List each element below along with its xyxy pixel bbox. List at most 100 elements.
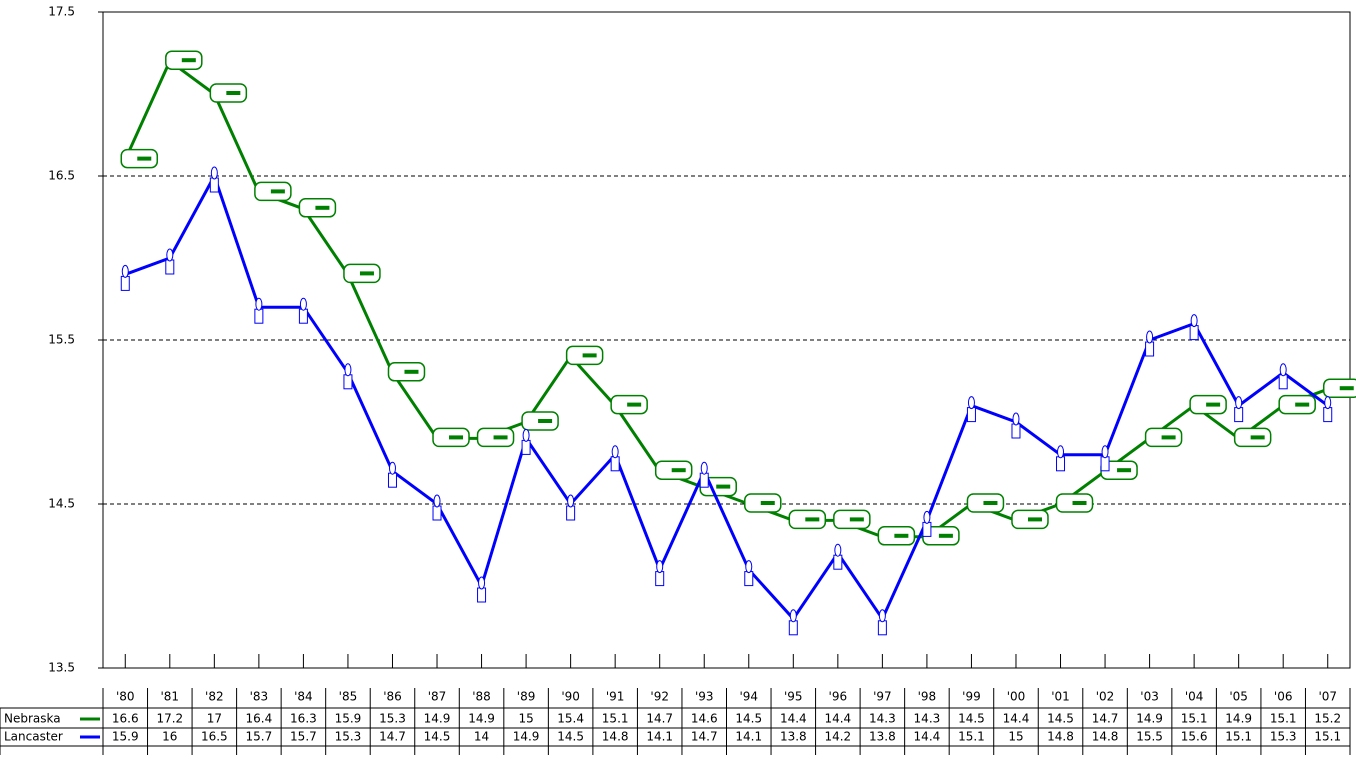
table-value: 14.8: [1047, 730, 1074, 744]
marker: [1056, 445, 1066, 472]
x-tick-label: '90: [561, 690, 580, 704]
marker-flag: [1250, 435, 1265, 440]
marker-flame: [121, 264, 129, 278]
marker: [432, 427, 470, 448]
x-tick-label: '01: [1051, 690, 1070, 704]
marker-flame: [1146, 330, 1154, 344]
marker-flame: [700, 461, 708, 475]
marker: [1322, 378, 1356, 398]
marker-flame: [1324, 396, 1332, 410]
marker: [209, 166, 219, 193]
x-tick-label: '04: [1185, 690, 1204, 704]
marker-flag: [270, 189, 285, 194]
x-tick-label: '89: [517, 690, 536, 704]
marker-body: [1100, 456, 1110, 472]
marker-body: [298, 308, 308, 324]
marker-flag: [359, 271, 374, 276]
table-value: 15.1: [602, 712, 629, 726]
x-tick-label: '94: [739, 690, 758, 704]
marker-body: [922, 521, 932, 537]
y-tick-label: 16.5: [48, 169, 75, 183]
x-tick-label: '88: [472, 690, 491, 704]
marker-body: [655, 571, 665, 587]
marker: [165, 248, 175, 275]
marker-flag: [938, 533, 953, 538]
marker-flag: [983, 501, 998, 505]
marker: [1278, 363, 1288, 390]
table-value: 15: [518, 712, 533, 726]
marker-body: [521, 439, 531, 455]
table-value: 14.1: [646, 730, 673, 744]
table-value: 13.8: [869, 730, 896, 744]
marker-flag: [671, 468, 686, 473]
series-line: [123, 58, 1329, 539]
marker-flame: [1057, 445, 1065, 459]
marker: [699, 461, 709, 488]
table-value: 14.5: [557, 730, 584, 744]
table-value: 15.2: [1314, 712, 1341, 726]
marker-flame: [611, 445, 619, 459]
table-value: 14.8: [602, 730, 629, 744]
marker: [209, 83, 248, 103]
table-value: 15.6: [1181, 730, 1208, 744]
marker-body: [1145, 341, 1155, 357]
y-tick-label: 14.5: [48, 497, 75, 511]
table-value: 14.4: [780, 712, 807, 726]
x-tick-label: '81: [161, 690, 180, 704]
marker: [1144, 427, 1183, 448]
table-value: 14.4: [824, 712, 851, 726]
marker-flame: [1101, 445, 1109, 459]
x-tick-label: '92: [650, 690, 669, 704]
table-value: 14.4: [1003, 712, 1030, 726]
marker: [744, 493, 782, 513]
table-value: 17: [207, 712, 222, 726]
table-value: 16.3: [290, 712, 317, 726]
marker: [744, 560, 754, 587]
marker: [1278, 394, 1316, 415]
table-value: 16: [162, 730, 177, 744]
table-value: 15.1: [958, 730, 985, 744]
marker-flag: [315, 205, 330, 210]
marker: [833, 543, 843, 570]
marker-body: [877, 620, 887, 636]
marker: [254, 181, 292, 202]
marker: [298, 297, 308, 324]
marker-body: [1234, 407, 1244, 423]
marker: [788, 509, 827, 530]
marker-flag: [1206, 402, 1221, 407]
table-value: 14.1: [735, 730, 762, 744]
marker-flag: [627, 402, 642, 407]
marker: [254, 297, 264, 324]
x-tick-label: '99: [962, 690, 981, 704]
table-value: 15.9: [112, 730, 139, 744]
marker-flame: [478, 576, 486, 590]
x-tick-label: '07: [1318, 690, 1337, 704]
table-value: 14.4: [914, 730, 941, 744]
marker-flame: [1235, 396, 1243, 410]
marker-body: [1011, 423, 1021, 439]
marker: [521, 428, 531, 455]
marker-body: [343, 374, 353, 390]
table-value: 16.5: [201, 730, 228, 744]
marker-body: [165, 259, 175, 275]
marker: [1189, 314, 1199, 341]
marker-flame: [166, 248, 174, 262]
marker-flame: [1190, 314, 1198, 328]
marker-body: [477, 587, 487, 603]
marker: [521, 411, 559, 431]
marker: [387, 362, 426, 382]
marker-flag: [894, 533, 909, 538]
table-value: 15.1: [1225, 730, 1252, 744]
table-value: 15.9: [335, 712, 362, 726]
marker: [610, 445, 620, 472]
x-tick-label: '05: [1229, 690, 1248, 704]
x-tick-label: '95: [784, 690, 803, 704]
marker: [1233, 427, 1272, 448]
table-value: 15.1: [1314, 730, 1341, 744]
marker: [477, 576, 487, 603]
marker: [343, 363, 353, 390]
marker-flag: [805, 517, 820, 522]
marker-flag: [760, 501, 775, 505]
table-value: 14.5: [735, 712, 762, 726]
legend-label: Lancaster: [4, 730, 63, 744]
